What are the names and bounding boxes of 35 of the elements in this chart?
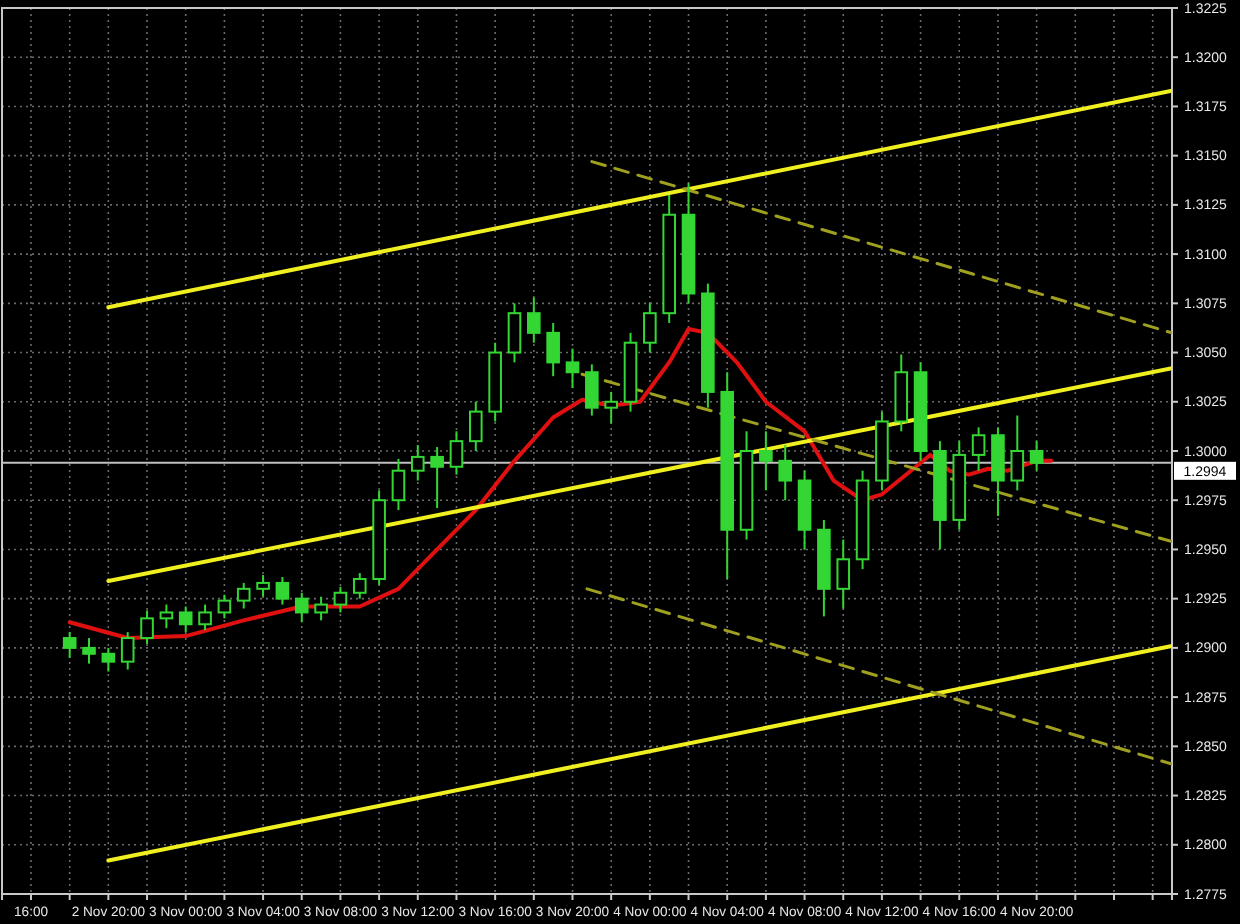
candlestick [585, 363, 599, 417]
candlestick [333, 585, 348, 614]
candlestick [565, 347, 580, 389]
candlestick [236, 581, 251, 610]
candlestick [410, 444, 425, 482]
candlestick [527, 296, 541, 344]
candlestick [836, 538, 851, 610]
candlestick [391, 457, 406, 512]
candlestick [275, 576, 290, 606]
candlestick [101, 646, 116, 673]
candlestick [217, 593, 232, 620]
candlestick [643, 302, 657, 354]
candlestick [991, 426, 1005, 517]
candlestick [1029, 440, 1044, 472]
candlestick [507, 302, 522, 364]
candlestick [604, 390, 618, 425]
candlestick [449, 430, 464, 476]
candlestick [198, 603, 212, 632]
candlestick [469, 400, 483, 452]
candlestick [178, 605, 193, 634]
candlestick [1010, 414, 1025, 492]
candlestick [256, 574, 270, 598]
candlestick [778, 444, 793, 502]
candlestick [430, 446, 444, 510]
candlestick [314, 595, 328, 622]
candlestick [759, 430, 773, 492]
candlestick [546, 322, 560, 378]
candlestick [140, 609, 154, 645]
candlestick [352, 572, 367, 600]
candlestick [971, 426, 986, 472]
candlestick [62, 631, 77, 659]
candlestick [120, 631, 135, 671]
candlestick [159, 603, 174, 630]
candlestick [294, 591, 309, 624]
candlestick [82, 637, 96, 665]
